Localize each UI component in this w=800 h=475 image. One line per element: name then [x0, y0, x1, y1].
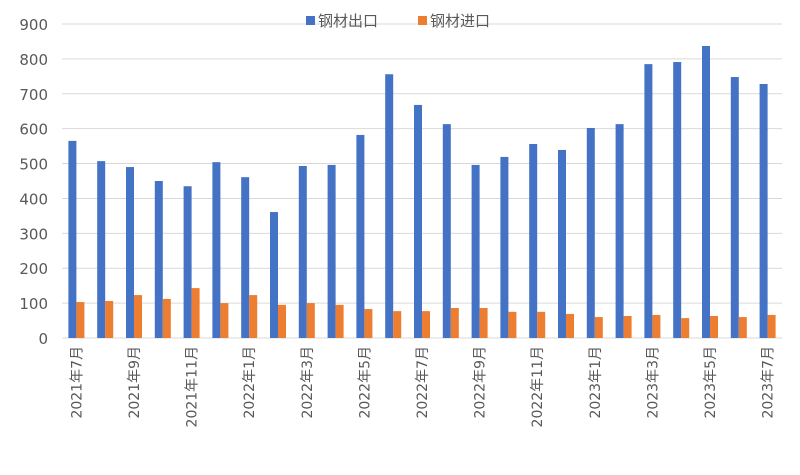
y-tick-label: 500 — [19, 156, 48, 174]
bar-export — [298, 165, 307, 338]
bar-import — [681, 318, 690, 338]
y-tick-label: 800 — [19, 51, 48, 69]
bar-import — [393, 311, 402, 338]
x-tick-label: 2022年1月 — [242, 346, 258, 419]
x-tick-label: 2022年11月 — [530, 346, 546, 427]
bar-export — [356, 134, 365, 338]
bar-export — [154, 181, 163, 338]
bar-import — [508, 311, 517, 338]
bar-export — [471, 164, 480, 338]
x-tick-label: 2023年1月 — [588, 346, 604, 419]
bar-import — [191, 288, 200, 338]
x-tick-label: 2021年11月 — [185, 346, 201, 427]
bar-import — [738, 317, 747, 338]
x-tick-label: 2022年7月 — [415, 346, 431, 419]
bar-import — [278, 304, 286, 338]
bar-export — [270, 212, 278, 338]
bar-import — [162, 298, 171, 338]
y-tick-label: 200 — [19, 260, 48, 278]
bar-export — [212, 162, 221, 338]
bar-export — [442, 124, 451, 339]
bar-export — [558, 149, 566, 338]
bar-import — [594, 317, 603, 338]
bar-import — [652, 314, 661, 338]
legend-swatch-import — [418, 16, 427, 25]
bar-import — [479, 307, 488, 338]
bar-export — [241, 177, 250, 338]
bar-import — [220, 303, 229, 338]
legend: 钢材出口 钢材进口 — [306, 12, 490, 30]
x-tick-label: 2022年3月 — [300, 346, 316, 419]
bar-export — [673, 62, 682, 338]
bar-export — [500, 156, 509, 338]
bar-export — [702, 45, 710, 338]
y-tick-label: 900 — [19, 16, 48, 34]
x-tick-label: 2022年5月 — [357, 346, 373, 419]
bar-import — [623, 316, 632, 338]
bar-import — [335, 304, 344, 338]
bar-import — [249, 295, 258, 338]
y-tick-label: 700 — [19, 86, 48, 104]
bar-export — [68, 140, 77, 338]
bar-import — [306, 303, 315, 338]
bar-export — [586, 127, 595, 338]
x-tick-label: 2021年9月 — [127, 346, 143, 419]
bar-import — [450, 307, 459, 338]
bar-import — [710, 316, 718, 338]
y-tick-label: 300 — [19, 225, 48, 243]
bar-export — [615, 124, 624, 339]
bar-import — [76, 302, 85, 338]
x-tick-label: 2022年9月 — [473, 346, 489, 419]
bar-export — [183, 186, 192, 338]
bar-export — [644, 64, 653, 338]
y-tick-label: 0 — [38, 330, 48, 348]
bar-export — [730, 77, 739, 338]
y-tick-label: 400 — [19, 190, 48, 208]
x-tick-label: 2023年7月 — [761, 346, 777, 419]
x-tick-label: 2023年5月 — [703, 346, 719, 419]
bar-export — [414, 104, 422, 338]
legend-label-export: 钢材出口 — [318, 12, 378, 30]
bar-import — [537, 311, 546, 338]
y-tick-label: 600 — [19, 121, 48, 139]
bar-export — [126, 167, 134, 338]
bar-export — [97, 161, 106, 338]
bar-import — [134, 295, 142, 338]
legend-swatch-export — [306, 16, 315, 25]
bar-import — [566, 313, 574, 338]
bar-import — [105, 301, 114, 338]
bar-import — [767, 314, 776, 338]
legend-label-import: 钢材进口 — [430, 12, 490, 30]
x-tick-label: 2021年7月 — [69, 346, 85, 419]
x-tick-label: 2023年3月 — [645, 346, 661, 419]
bar-export — [529, 144, 538, 338]
bar-import — [364, 309, 373, 338]
bar-import — [422, 311, 430, 338]
bar-export — [385, 74, 394, 339]
y-tick-label: 100 — [19, 295, 48, 313]
bar-export — [759, 84, 768, 339]
bar-export — [327, 164, 336, 338]
